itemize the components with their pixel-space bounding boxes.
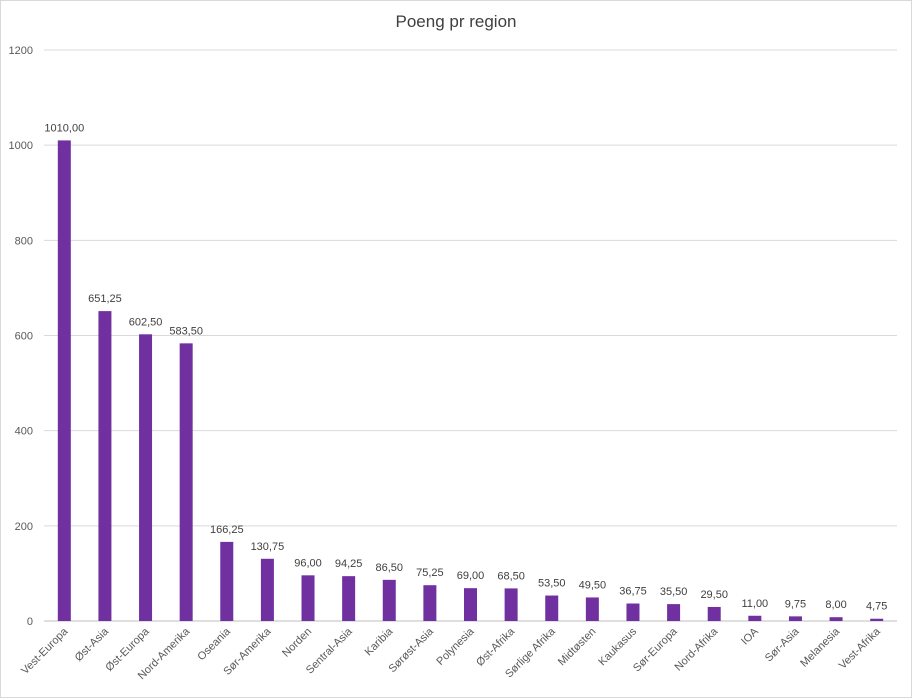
x-tick-label: Norden <box>280 626 314 660</box>
bar <box>585 597 599 621</box>
bar <box>626 603 640 621</box>
x-tick-label: Sør-Asia <box>763 625 802 664</box>
data-label: 11,00 <box>741 598 768 610</box>
x-tick-label: Kaukasus <box>596 625 639 668</box>
x-tick-label: Vest-Afrika <box>837 625 884 672</box>
y-tick-label: 800 <box>15 235 33 247</box>
bar <box>870 618 884 621</box>
bar <box>748 615 762 621</box>
bar <box>179 343 193 621</box>
y-tick-label: 600 <box>15 331 33 343</box>
bar <box>301 575 315 621</box>
bar <box>98 311 112 621</box>
data-label: 29,50 <box>700 589 728 601</box>
x-tick-label: Oseania <box>195 625 233 663</box>
bar <box>788 616 802 621</box>
data-label: 96,00 <box>294 557 322 569</box>
data-label: 69,00 <box>457 570 485 582</box>
y-tick-label: 400 <box>15 426 33 438</box>
bars <box>57 140 884 622</box>
bar <box>220 541 234 621</box>
data-label: 4,75 <box>866 601 887 613</box>
x-tick-label: Midtøsten <box>556 626 599 669</box>
bar <box>423 585 437 621</box>
bar <box>342 576 356 621</box>
x-tick-label: Nord-Afrika <box>673 625 721 673</box>
bar <box>464 588 477 621</box>
data-label: 68,50 <box>497 570 525 582</box>
data-label: 35,50 <box>660 586 688 598</box>
bar <box>504 588 518 621</box>
y-axis-ticks: 0 200 400 600 800 1000 1200 <box>9 45 33 628</box>
bar <box>545 595 559 621</box>
data-label: 36,75 <box>619 586 647 598</box>
y-tick-label: 1200 <box>9 45 33 57</box>
data-label: 9,75 <box>785 598 806 610</box>
data-label: 583,50 <box>169 325 203 337</box>
data-label: 94,25 <box>335 558 363 570</box>
data-label: 166,25 <box>210 524 244 536</box>
x-tick-label: IOA <box>739 625 761 647</box>
x-tick-label: Øst-Afrika <box>474 625 518 669</box>
x-tick-label: Polynesia <box>434 625 477 668</box>
bar <box>829 617 843 621</box>
chart-title: Poeng pr region <box>395 12 517 31</box>
bar <box>57 140 71 622</box>
data-label: 1010,00 <box>44 122 84 134</box>
data-label: 49,50 <box>579 579 607 591</box>
x-tick-label: Karibia <box>363 625 396 658</box>
bar <box>139 334 153 621</box>
data-label: 86,50 <box>375 562 403 574</box>
data-label: 8,00 <box>825 599 846 611</box>
bar <box>707 606 721 621</box>
data-label: 130,75 <box>251 541 285 553</box>
x-tick-label: Øst-Asia <box>73 625 112 664</box>
bar <box>667 604 681 621</box>
y-tick-label: 1000 <box>9 140 33 152</box>
data-label: 651,25 <box>88 293 122 305</box>
x-axis-ticks: Vest-Europa Øst-AsiaØst-EuropaNord-Amerik… <box>19 625 883 682</box>
data-label: 53,50 <box>538 578 566 590</box>
y-tick-label: 200 <box>15 521 33 533</box>
x-tick-label: Sør-Europa <box>631 625 680 674</box>
data-label: 75,25 <box>416 567 444 579</box>
bar <box>382 579 396 621</box>
y-tick-label: 0 <box>27 616 33 628</box>
x-tick-label: Vest-Europa <box>19 625 71 677</box>
data-labels: 1010,00 651,25 602,50 583,50 166,25 130,75 96,… <box>44 122 887 612</box>
bar <box>260 558 274 621</box>
data-label: 602,50 <box>129 316 163 328</box>
x-tick-label: Sørøst-Asia <box>386 625 436 675</box>
